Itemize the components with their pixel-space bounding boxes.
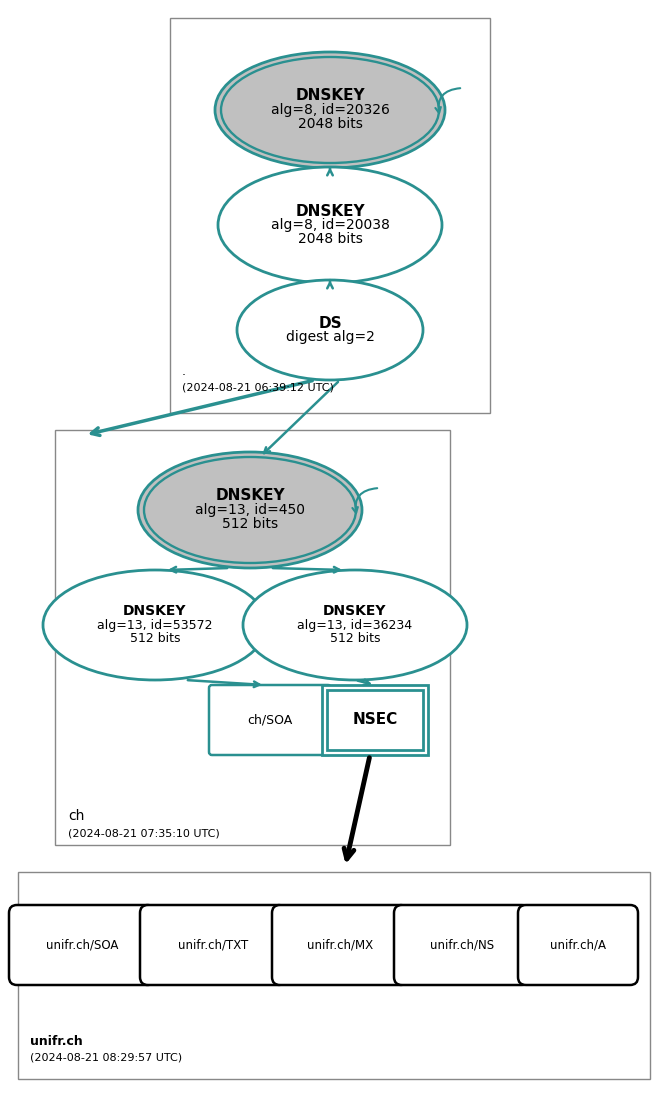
Text: (2024-08-21 07:35:10 UTC): (2024-08-21 07:35:10 UTC) — [68, 828, 219, 838]
Text: DNSKEY: DNSKEY — [215, 489, 285, 503]
Text: ch/SOA: ch/SOA — [247, 713, 293, 726]
Text: 512 bits: 512 bits — [130, 632, 180, 645]
Text: 512 bits: 512 bits — [222, 517, 278, 531]
Text: alg=13, id=450: alg=13, id=450 — [195, 503, 305, 517]
Bar — [55, 430, 450, 845]
Text: digest alg=2: digest alg=2 — [285, 330, 374, 344]
Text: DNSKEY: DNSKEY — [323, 604, 387, 618]
Text: 2048 bits: 2048 bits — [297, 117, 362, 131]
Text: NSEC: NSEC — [352, 712, 398, 728]
Ellipse shape — [243, 570, 467, 680]
Text: 2048 bits: 2048 bits — [297, 232, 362, 246]
Text: unifr.ch: unifr.ch — [30, 1035, 83, 1048]
Text: .: . — [182, 365, 186, 379]
Text: DS: DS — [318, 315, 342, 330]
Text: unifr.ch/TXT: unifr.ch/TXT — [178, 939, 248, 952]
Text: 512 bits: 512 bits — [329, 632, 380, 645]
FancyBboxPatch shape — [209, 685, 331, 755]
FancyBboxPatch shape — [272, 905, 408, 985]
Ellipse shape — [215, 53, 445, 168]
Ellipse shape — [221, 57, 439, 163]
Ellipse shape — [138, 452, 362, 568]
Text: ch: ch — [68, 808, 84, 823]
Text: (2024-08-21 06:39:12 UTC): (2024-08-21 06:39:12 UTC) — [182, 382, 334, 392]
Text: unifr.ch/A: unifr.ch/A — [550, 939, 606, 952]
Ellipse shape — [43, 570, 267, 680]
Ellipse shape — [237, 280, 423, 380]
Ellipse shape — [144, 457, 356, 563]
FancyBboxPatch shape — [394, 905, 530, 985]
Text: (2024-08-21 08:29:57 UTC): (2024-08-21 08:29:57 UTC) — [30, 1054, 182, 1063]
Bar — [322, 685, 428, 755]
Text: DNSKEY: DNSKEY — [123, 604, 187, 618]
Bar — [327, 690, 423, 750]
Text: unifr.ch/MX: unifr.ch/MX — [307, 939, 373, 952]
Ellipse shape — [218, 167, 442, 283]
Text: alg=13, id=53572: alg=13, id=53572 — [97, 618, 213, 631]
Text: alg=8, id=20326: alg=8, id=20326 — [271, 103, 390, 117]
Text: alg=8, id=20038: alg=8, id=20038 — [271, 218, 390, 232]
FancyBboxPatch shape — [9, 905, 155, 985]
Text: alg=13, id=36234: alg=13, id=36234 — [297, 618, 413, 631]
Bar — [18, 872, 650, 1079]
Text: DNSKEY: DNSKEY — [295, 203, 365, 219]
FancyBboxPatch shape — [140, 905, 286, 985]
Bar — [170, 18, 490, 414]
Text: DNSKEY: DNSKEY — [295, 89, 365, 104]
Text: unifr.ch/SOA: unifr.ch/SOA — [46, 939, 118, 952]
Text: unifr.ch/NS: unifr.ch/NS — [430, 939, 494, 952]
FancyBboxPatch shape — [518, 905, 638, 985]
